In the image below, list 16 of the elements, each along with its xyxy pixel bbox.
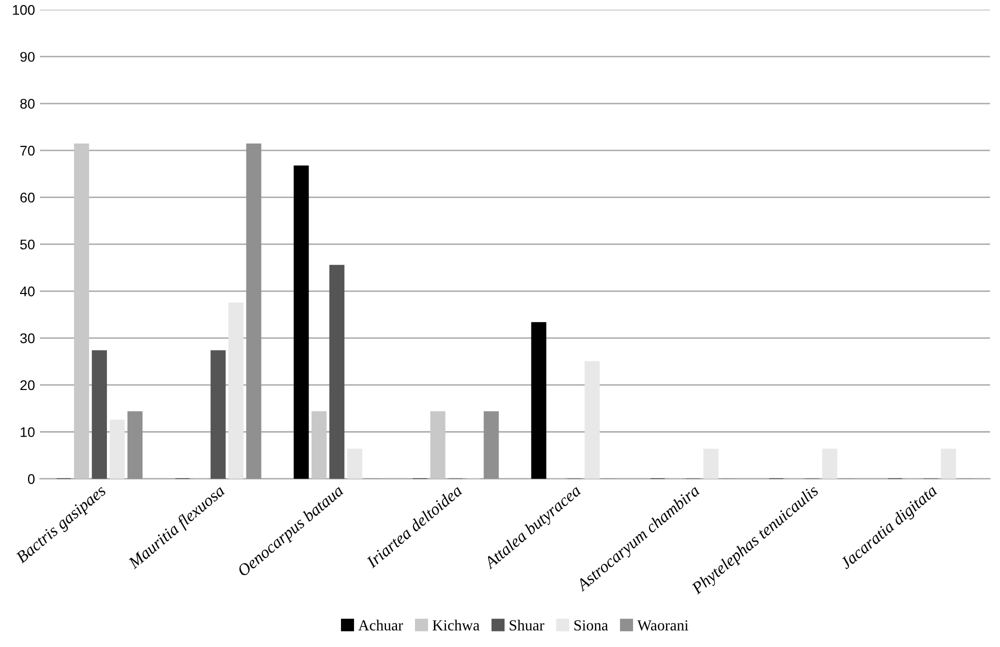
y-tick-label: 80 (20, 98, 35, 109)
legend-label: Waorani (637, 620, 688, 631)
legend-label: Kichwa (432, 620, 480, 630)
y-tick-label: 100 (13, 5, 35, 15)
y-tick-label: 40 (20, 286, 35, 296)
y-tick-label: 30 (20, 333, 35, 344)
y-tick-label: 50 (20, 240, 35, 250)
y-tick-label: 20 (20, 380, 35, 390)
y-tick-label: 0 (28, 474, 35, 484)
legend-label: Achuar (358, 620, 404, 630)
y-tick-label: 90 (20, 52, 35, 62)
y-tick-label: 70 (20, 146, 35, 156)
y-tick-label: 60 (20, 192, 35, 203)
legend-label: Siona (574, 620, 608, 630)
legend-label: Shuar (510, 620, 544, 630)
y-tick-label: 10 (20, 427, 35, 438)
